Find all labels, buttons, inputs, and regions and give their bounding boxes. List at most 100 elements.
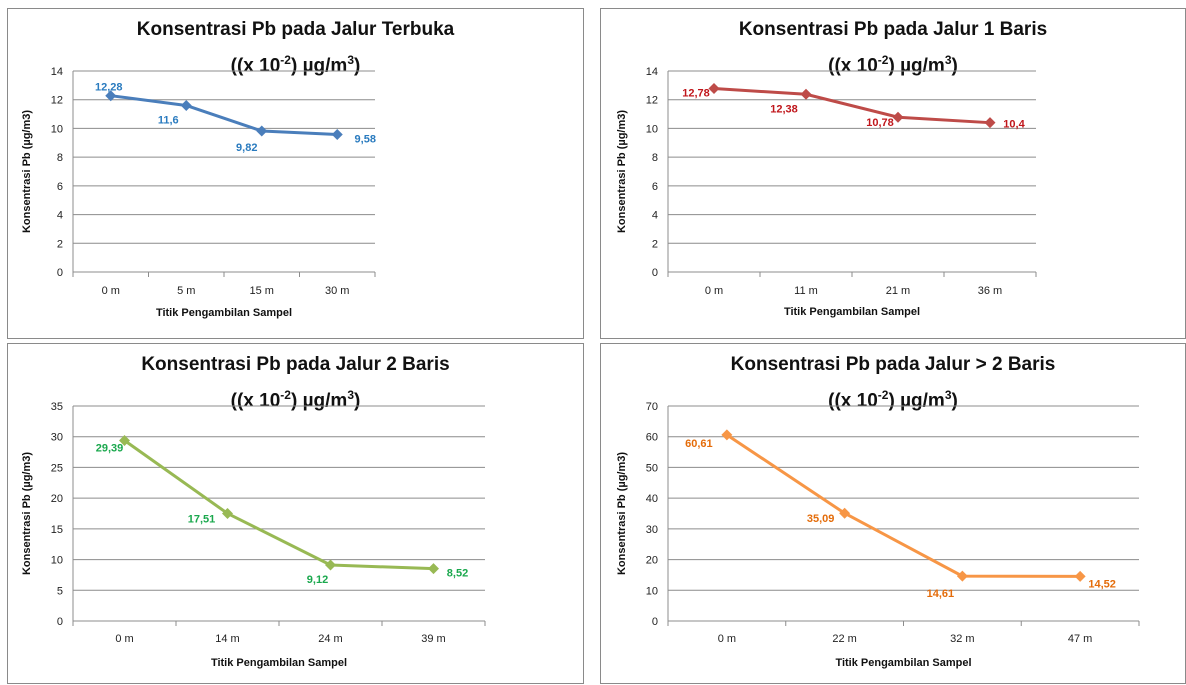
y-tick-label: 30 [646, 524, 658, 536]
x-tick-label: 32 m [950, 633, 974, 645]
data-point-marker [1074, 570, 1086, 582]
chart-panel-jalur-1-baris: Konsentrasi Pb pada Jalur 1 Baris ((x 10… [600, 8, 1186, 339]
x-axis-title: Titik Pengambilan Sampel [156, 307, 292, 319]
x-tick-label: 15 m [250, 285, 274, 297]
y-tick-label: 0 [652, 616, 658, 628]
line-chart-jalur-lebih-2-baris: 0 10 20 30 40 50 60 70 0 m 22 m 32 m 47 m Titik Peng… [616, 401, 1140, 669]
x-tick-label: 24 m [318, 633, 342, 645]
y-tick-label: 0 [652, 267, 658, 279]
y-tick-label: 60 [646, 432, 658, 444]
y-tick-label: 50 [646, 462, 658, 474]
y-tick-label: 10 [51, 555, 63, 567]
x-tick-label: 5 m [177, 285, 195, 297]
y-axis-title: Konsentrasi Pb (µg/m3) [21, 452, 33, 575]
data-label: 11,6 [158, 114, 179, 126]
series-line [123, 439, 434, 571]
y-tick-label: 2 [57, 238, 63, 250]
chart-title-line1: Konsentrasi Pb pada Jalur Terbuka [136, 19, 455, 40]
x-tick-label: 36 m [978, 285, 1002, 297]
x-tick-label: 30 m [325, 285, 349, 297]
data-label: 10,4 [1003, 119, 1025, 131]
x-axis-title: Titik Pengambilan Sampel [784, 306, 920, 318]
y-tick-label: 12 [646, 95, 658, 107]
data-point-marker [984, 117, 996, 129]
x-tick-label: 0 m [705, 285, 723, 297]
y-tick-label: 35 [51, 401, 63, 413]
y-tick-label: 12 [51, 95, 63, 107]
data-point-marker [256, 125, 268, 137]
y-tick-label: 15 [51, 524, 63, 536]
y-tick-label: 25 [51, 462, 63, 474]
y-tick-label: 70 [646, 401, 658, 413]
chart-title-line1: Konsentrasi Pb pada Jalur 2 Baris [141, 354, 450, 375]
y-axis-title: Konsentrasi Pb (µg/m3) [21, 110, 33, 233]
y-tick-label: 6 [57, 181, 63, 193]
chart-title-line1: Konsentrasi Pb pada Jalur > 2 Baris [730, 354, 1056, 375]
x-tick-label: 21 m [886, 285, 910, 297]
data-point-marker [721, 429, 733, 441]
y-tick-label: 6 [652, 181, 658, 193]
chart-title-line1: Konsentrasi Pb pada Jalur 1 Baris [738, 19, 1048, 40]
data-point-marker [325, 559, 336, 571]
x-tick-label: 0 m [718, 633, 736, 645]
x-tick-label: 14 m [215, 633, 239, 645]
series-line [726, 433, 1081, 578]
x-tick-label: 0 m [102, 285, 120, 297]
data-point-marker [428, 563, 439, 575]
data-label: 14,52 [1088, 578, 1116, 590]
y-tick-label: 4 [652, 210, 658, 222]
chart-panel-jalur-lebih-2-baris: Konsentrasi Pb pada Jalur > 2 Baris ((x … [600, 343, 1186, 684]
x-tick-label: 0 m [115, 633, 133, 645]
line-chart-jalur-terbuka: 0 2 4 6 8 10 12 14 0 m 5 m 15 m 30 m Titik Pengambil… [21, 66, 376, 319]
y-tick-label: 10 [51, 123, 63, 135]
data-label: 35,09 [807, 513, 835, 525]
data-point-marker [956, 570, 968, 582]
data-point-marker [222, 507, 233, 519]
data-label: 17,51 [188, 513, 216, 525]
y-tick-label: 40 [646, 493, 658, 505]
data-label: 9,82 [236, 142, 257, 154]
y-tick-label: 30 [51, 432, 63, 444]
line-chart-jalur-2-baris: 0 5 10 15 20 25 30 35 0 m 14 m 24 m 39 m Titik Penga… [21, 401, 486, 669]
data-label: 8,52 [447, 568, 468, 580]
data-label: 12,38 [770, 103, 798, 115]
data-label: 14,61 [927, 588, 955, 600]
data-point-marker [839, 507, 851, 519]
y-tick-label: 0 [57, 616, 63, 628]
x-tick-label: 39 m [421, 633, 445, 645]
y-tick-label: 14 [51, 66, 63, 78]
data-point-marker [180, 99, 192, 111]
x-tick-label: 22 m [832, 633, 856, 645]
data-point-marker [708, 83, 720, 95]
data-point-marker [105, 90, 117, 102]
y-tick-label: 2 [652, 238, 658, 250]
y-axis-title: Konsentrasi Pb (µg/m3) [616, 110, 628, 233]
series-line [713, 87, 991, 125]
chart-panel-jalur-terbuka: Konsentrasi Pb pada Jalur Terbuka ((x 10… [7, 8, 584, 339]
y-tick-label: 20 [646, 555, 658, 567]
y-tick-label: 4 [57, 210, 63, 222]
y-tick-label: 8 [57, 152, 63, 164]
data-point-marker [892, 111, 904, 123]
data-label: 9,12 [307, 574, 328, 586]
data-label: 29,39 [96, 442, 124, 454]
y-tick-label: 14 [646, 66, 658, 78]
chart-panel-jalur-2-baris: Konsentrasi Pb pada Jalur 2 Baris ((x 10… [7, 343, 584, 684]
data-label: 10,78 [866, 117, 894, 129]
data-label: 12,28 [95, 82, 123, 94]
x-tick-label: 47 m [1068, 633, 1092, 645]
data-label: 12,78 [682, 88, 710, 100]
y-tick-label: 8 [652, 152, 658, 164]
data-label: 9,58 [355, 133, 376, 145]
y-tick-label: 20 [51, 493, 63, 505]
data-point-marker [800, 88, 812, 100]
data-point-marker [119, 434, 130, 446]
y-tick-label: 5 [57, 585, 63, 597]
line-chart-jalur-1-baris: 0 2 4 6 8 10 12 14 0 m 11 m 21 m 36 m Titik Pengambi… [616, 66, 1037, 318]
y-tick-label: 0 [57, 267, 63, 279]
x-axis-title: Titik Pengambilan Sampel [211, 657, 347, 669]
data-label: 60,61 [685, 438, 713, 450]
x-tick-label: 11 m [794, 285, 818, 297]
data-point-marker [331, 128, 343, 140]
x-axis-title: Titik Pengambilan Sampel [835, 657, 971, 669]
